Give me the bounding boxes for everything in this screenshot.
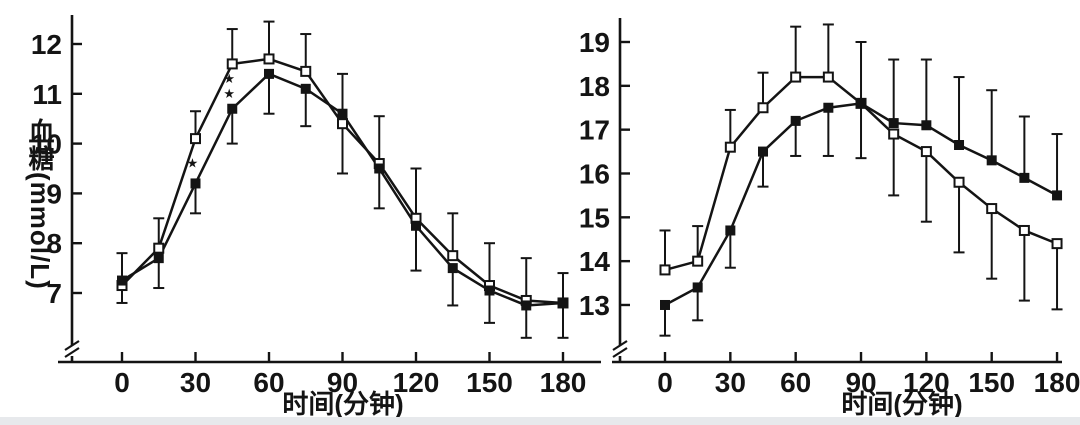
- left-glucose-chart-filled-square-marker-t15: [153, 253, 164, 264]
- left-glucose-chart-open-square-marker-t75: [300, 65, 312, 77]
- right-glucose-chart-x-tick-label-180: 180: [1034, 367, 1080, 398]
- left-glucose-chart-y-tick-label-10: 10: [31, 129, 62, 160]
- left-glucose-chart-open-square-marker-t60: [263, 53, 275, 65]
- right-glucose-chart-filled-square-marker-t135: [954, 140, 965, 151]
- left-glucose-chart-filled-square-marker-t105: [374, 163, 385, 174]
- left-glucose-chart-y-tick-label-12: 12: [31, 29, 62, 60]
- left-glucose-chart-axis-break-gap: [69, 345, 75, 356]
- right-glucose-chart-y-tick-label-19: 19: [579, 27, 610, 58]
- left-glucose-chart-x-tick-label-90: 90: [327, 367, 358, 398]
- left-glucose-chart-filled-square-marker-t45: [227, 103, 238, 114]
- left-glucose-chart-open-square-marker-t45: [226, 58, 238, 70]
- right-glucose-chart-x-tick-label-90: 90: [845, 367, 876, 398]
- right-glucose-chart-x-tick-label-60: 60: [780, 367, 811, 398]
- right-glucose-chart-filled-square-marker-t15: [692, 282, 703, 293]
- right-glucose-chart-filled-square-marker-t30: [725, 225, 736, 236]
- right-glucose-chart-open-square-marker-t120: [920, 146, 932, 158]
- left-chart-y-axis-label: 血糖(mmol/L): [25, 118, 55, 290]
- left-glucose-chart-filled-square-marker-t180: [558, 297, 568, 308]
- left-glucose-chart-filled-square-marker-t150: [484, 285, 495, 296]
- left-glucose-chart-open-square-marker-t90: [337, 118, 348, 130]
- left-glucose-chart-filled-square-marker-t0: [117, 275, 127, 286]
- right-glucose-chart-open-square-marker-t60: [790, 71, 802, 83]
- right-glucose-chart-filled-square-marker-t105: [888, 118, 899, 129]
- left-glucose-chart-y-tick-label-9: 9: [46, 178, 62, 209]
- right-glucose-chart-filled-square-marker-t165: [1019, 172, 1030, 183]
- right-glucose-chart-x-tick-label-150: 150: [968, 367, 1015, 398]
- right-glucose-chart-open-square-marker-t150: [986, 203, 998, 215]
- right-glucose-chart-filled-square-marker-t90: [856, 98, 867, 109]
- right-glucose-chart-axis-break-slash: [612, 347, 628, 358]
- right-glucose-chart-y-tick-label-18: 18: [579, 71, 610, 102]
- right-glucose-chart-open-square-marker-t30: [724, 141, 736, 153]
- left-glucose-chart-x-tick-label-180: 180: [540, 367, 587, 398]
- right-glucose-chart-x-tick-label-30: 30: [715, 367, 746, 398]
- left-glucose-chart-y-tick-label-11: 11: [32, 79, 62, 110]
- left-glucose-chart-filled-square-marker-t30: [190, 178, 201, 189]
- right-glucose-chart-axis-break-gap: [617, 345, 623, 356]
- right-glucose-chart-open-square-marker-t45: [757, 102, 769, 114]
- left-glucose-chart-significance-star-t45: ★: [223, 87, 235, 102]
- right-glucose-chart-open-square-marker-t0: [659, 264, 671, 276]
- left-glucose-chart-y-tick-label-7: 7: [46, 278, 62, 309]
- left-glucose-chart-x-tick-label-30: 30: [180, 367, 211, 398]
- left-glucose-chart-x-tick-label-0: 0: [114, 367, 130, 398]
- left-glucose-chart-open-square-marker-t30: [190, 133, 201, 145]
- right-glucose-chart-open-square-marker-t165: [1018, 224, 1030, 236]
- left-glucose-chart-axis-break-slash: [64, 347, 80, 358]
- right-glucose-chart-open-square-marker-t180: [1051, 238, 1063, 250]
- right-glucose-chart-filled-square-marker-t75: [823, 102, 834, 113]
- left-glucose-chart-filled-square-marker-t120: [411, 220, 421, 231]
- right-glucose-chart-filled-square-marker-t0: [660, 299, 670, 310]
- right-glucose-chart-axis-break-slash: [612, 340, 628, 351]
- right-glucose-chart-filled-square-marker-t150: [986, 155, 997, 166]
- right-glucose-chart-y-tick-label-14: 14: [579, 246, 611, 277]
- left-glucose-chart-filled-square-marker-t75: [300, 83, 311, 94]
- left-glucose-chart-x-tick-label-120: 120: [393, 367, 440, 398]
- right-glucose-chart-x-tick-label-0: 0: [657, 367, 673, 398]
- right-glucose-chart-y-tick-label-13: 13: [579, 290, 610, 321]
- left-glucose-chart-x-tick-label-150: 150: [466, 367, 513, 398]
- left-glucose-chart-open-square-marker-t15: [153, 242, 165, 254]
- left-glucose-chart-significance-star-t30: ★: [187, 157, 199, 172]
- scan-edge-band: [0, 417, 1080, 425]
- right-glucose-chart-y-tick-label-17: 17: [579, 115, 610, 146]
- right-glucose-chart-filled-square-marker-t60: [790, 115, 801, 126]
- right-glucose-chart-filled-square-marker-t180: [1052, 190, 1063, 201]
- left-glucose-chart-filled-square-marker-t90: [337, 108, 348, 119]
- left-glucose-chart-y-tick-label-8: 8: [46, 228, 62, 259]
- right-glucose-chart-y-tick-label-15: 15: [579, 202, 610, 233]
- right-glucose-chart-open-square-marker-t135: [953, 176, 965, 188]
- left-glucose-chart-filled-square-marker-t165: [521, 300, 532, 311]
- right-glucose-chart-open-square-marker-t75: [822, 71, 834, 83]
- right-glucose-chart-x-tick-label-120: 120: [903, 367, 950, 398]
- right-glucose-chart-filled-square-marker-t120: [921, 120, 932, 131]
- right-glucose-chart-y-tick-label-16: 16: [579, 158, 610, 189]
- right-glucose-chart-open-square-marker-t105: [888, 128, 900, 140]
- right-glucose-chart-open-square-marker-t15: [692, 255, 704, 267]
- left-glucose-chart-open-square-marker-t135: [447, 250, 459, 262]
- left-chart-x-axis-label: 时间(分钟): [282, 389, 404, 419]
- left-glucose-chart-filled-square-marker-t60: [264, 68, 274, 79]
- left-glucose-chart-axis-break-slash: [64, 340, 80, 351]
- right-chart-x-axis-label: 时间(分钟): [841, 389, 963, 419]
- left-glucose-chart-filled-square-marker-t135: [447, 263, 458, 274]
- right-glucose-chart-filled-square-marker-t45: [758, 146, 769, 157]
- left-glucose-chart-significance-star-t45: ★: [223, 72, 235, 87]
- left-glucose-chart-x-tick-label-60: 60: [253, 367, 284, 398]
